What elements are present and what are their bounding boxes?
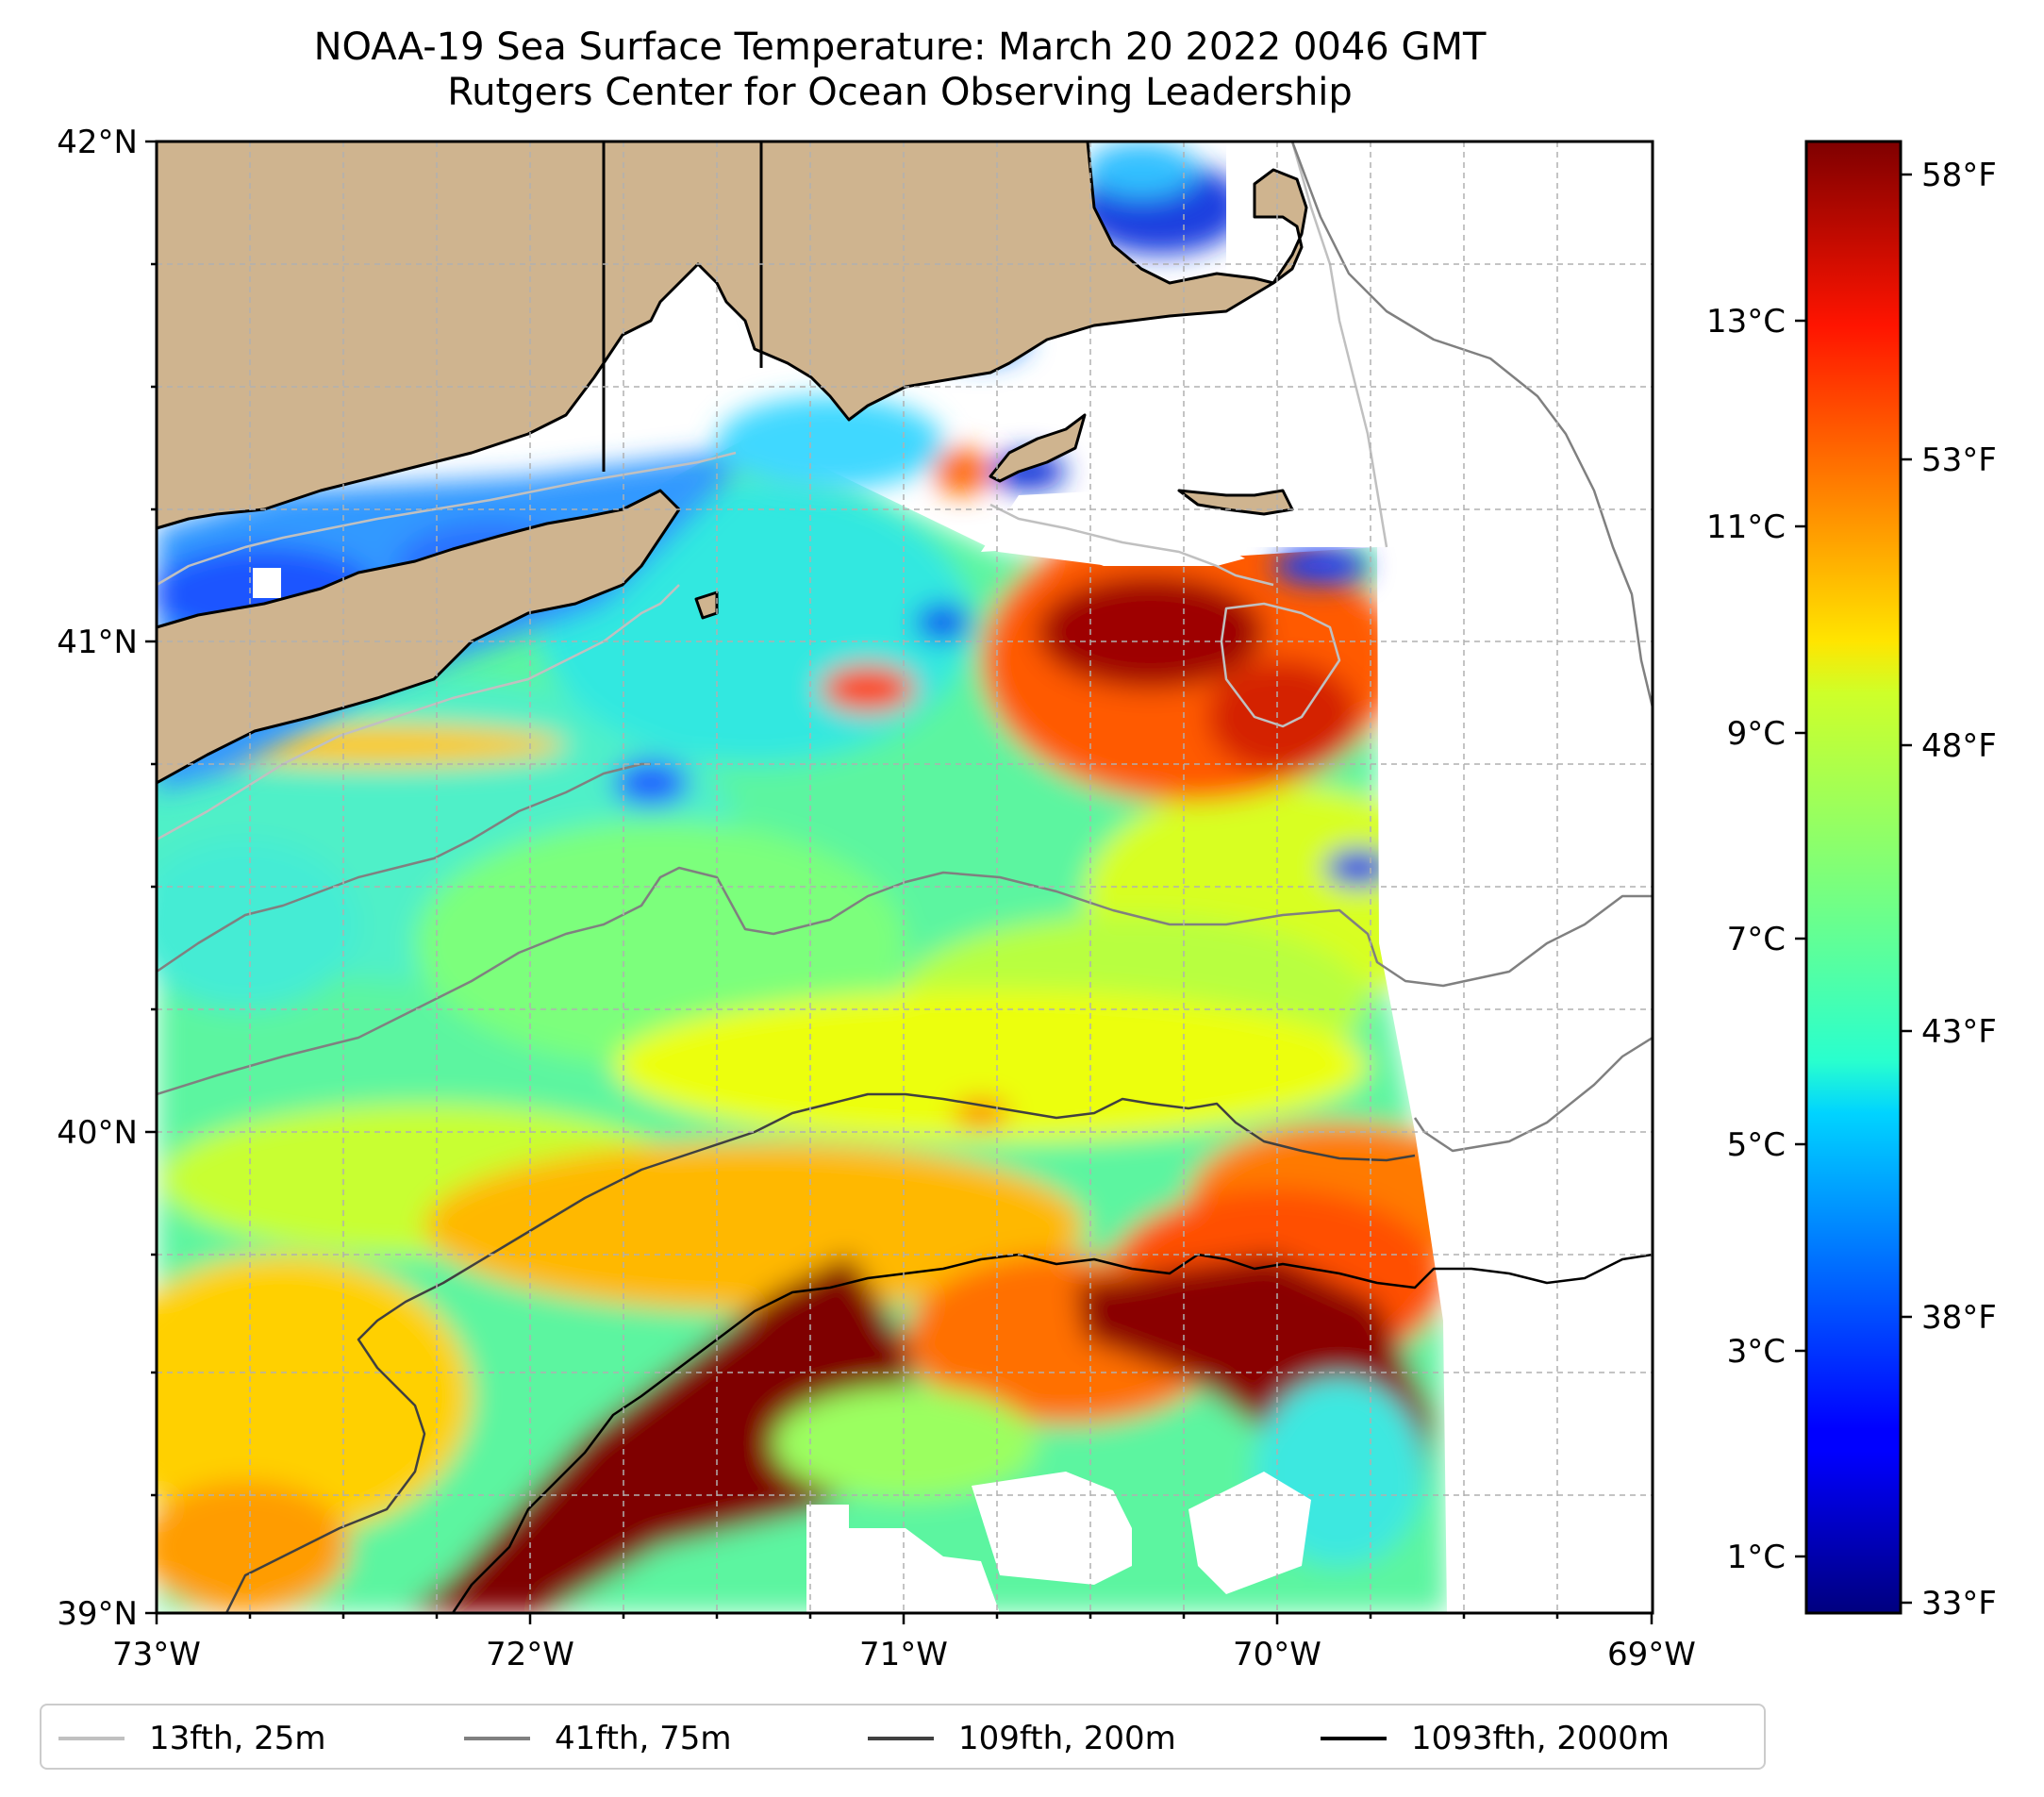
legend-label: 13fth, 25m	[149, 1720, 326, 1757]
legend-line-2000m	[1321, 1737, 1387, 1740]
x-tick-label: 69°W	[1607, 1636, 1696, 1673]
contour-25m-4	[989, 503, 1274, 587]
fahrenheit-tick-label: 33°F	[1921, 1585, 1997, 1622]
celsius-tick-label: 7°C	[1727, 921, 1786, 958]
land-mainland	[157, 141, 1308, 530]
map-title: NOAA-19 Sea Surface Temperature: March 2…	[151, 25, 1649, 115]
x-tick-label: 71°W	[859, 1636, 948, 1673]
land-long-island	[157, 489, 681, 785]
colorbar-celsius-labels: 13°C 11°C 9°C 7°C 5°C 3°C 1°C	[1706, 303, 1786, 1576]
land-masses	[157, 141, 1308, 785]
contour-75m	[157, 762, 651, 973]
fahrenheit-tick-label: 48°F	[1921, 727, 1997, 765]
colorbar-celsius-ticks	[1795, 319, 1806, 1558]
title-line-1: NOAA-19 Sea Surface Temperature: March 2…	[313, 25, 1487, 69]
contour-75m-2	[157, 866, 1653, 1096]
contour-25m-2	[157, 451, 737, 587]
celsius-tick-label: 13°C	[1706, 303, 1786, 341]
colorbar	[1804, 140, 1903, 1615]
fahrenheit-tick-label: 38°F	[1921, 1299, 1997, 1337]
legend-label: 41fth, 75m	[555, 1720, 732, 1757]
x-axis-labels: 73°W 72°W 71°W 70°W 69°W	[112, 1636, 1696, 1673]
colorbar-fahrenheit-ticks	[1901, 173, 1912, 1605]
contour-200m	[224, 1092, 1416, 1613]
celsius-tick-label: 11°C	[1706, 508, 1786, 546]
legend-item-200m: 109fth, 200m	[868, 1705, 1176, 1772]
legend-item-75m: 41fth, 75m	[464, 1705, 732, 1772]
legend-label: 1093fth, 2000m	[1411, 1720, 1670, 1757]
colorbar-fahrenheit-labels: 58°F 53°F 48°F 43°F 38°F 33°F	[1921, 157, 1997, 1622]
contour-75m-3	[1290, 141, 1653, 708]
land-marthas-vineyard	[989, 413, 1087, 483]
fahrenheit-tick-label: 53°F	[1921, 441, 1997, 479]
x-tick-label: 73°W	[112, 1636, 201, 1673]
celsius-tick-label: 9°C	[1727, 715, 1786, 753]
x-tick-label: 70°W	[1233, 1636, 1321, 1673]
y-axis-labels: 42°N 41°N 40°N 39°N	[57, 124, 138, 1633]
axis-ticks	[145, 140, 1653, 1624]
fahrenheit-tick-label: 58°F	[1921, 157, 1997, 194]
celsius-tick-label: 3°C	[1727, 1333, 1786, 1371]
y-tick-label: 40°N	[57, 1114, 138, 1152]
sst-field	[157, 141, 1653, 1613]
x-tick-label: 72°W	[486, 1636, 574, 1673]
legend-item-2000m: 1093fth, 2000m	[1321, 1705, 1670, 1772]
legend-label: 109fth, 200m	[958, 1720, 1176, 1757]
celsius-tick-label: 5°C	[1727, 1126, 1786, 1164]
contour-25m-3	[1290, 141, 1388, 548]
y-tick-label: 42°N	[57, 124, 138, 161]
legend-line-75m	[464, 1737, 530, 1740]
y-tick-label: 39°N	[57, 1595, 138, 1633]
y-tick-label: 41°N	[57, 624, 138, 661]
fahrenheit-tick-label: 43°F	[1921, 1013, 1997, 1051]
legend-line-25m	[58, 1737, 125, 1740]
contour-2000m	[451, 1253, 1653, 1613]
legend-item-25m: 13fth, 25m	[58, 1705, 326, 1772]
celsius-tick-label: 1°C	[1727, 1539, 1786, 1576]
contour-25m-5	[1220, 602, 1341, 728]
legend-line-200m	[868, 1737, 934, 1740]
grid-lines	[157, 141, 1653, 1613]
state-borders	[602, 141, 763, 472]
contour-legend: 13fth, 25m 41fth, 75m 109fth, 200m 1093f…	[40, 1704, 1766, 1770]
title-line-2: Rutgers Center for Ocean Observing Leade…	[447, 71, 1353, 114]
